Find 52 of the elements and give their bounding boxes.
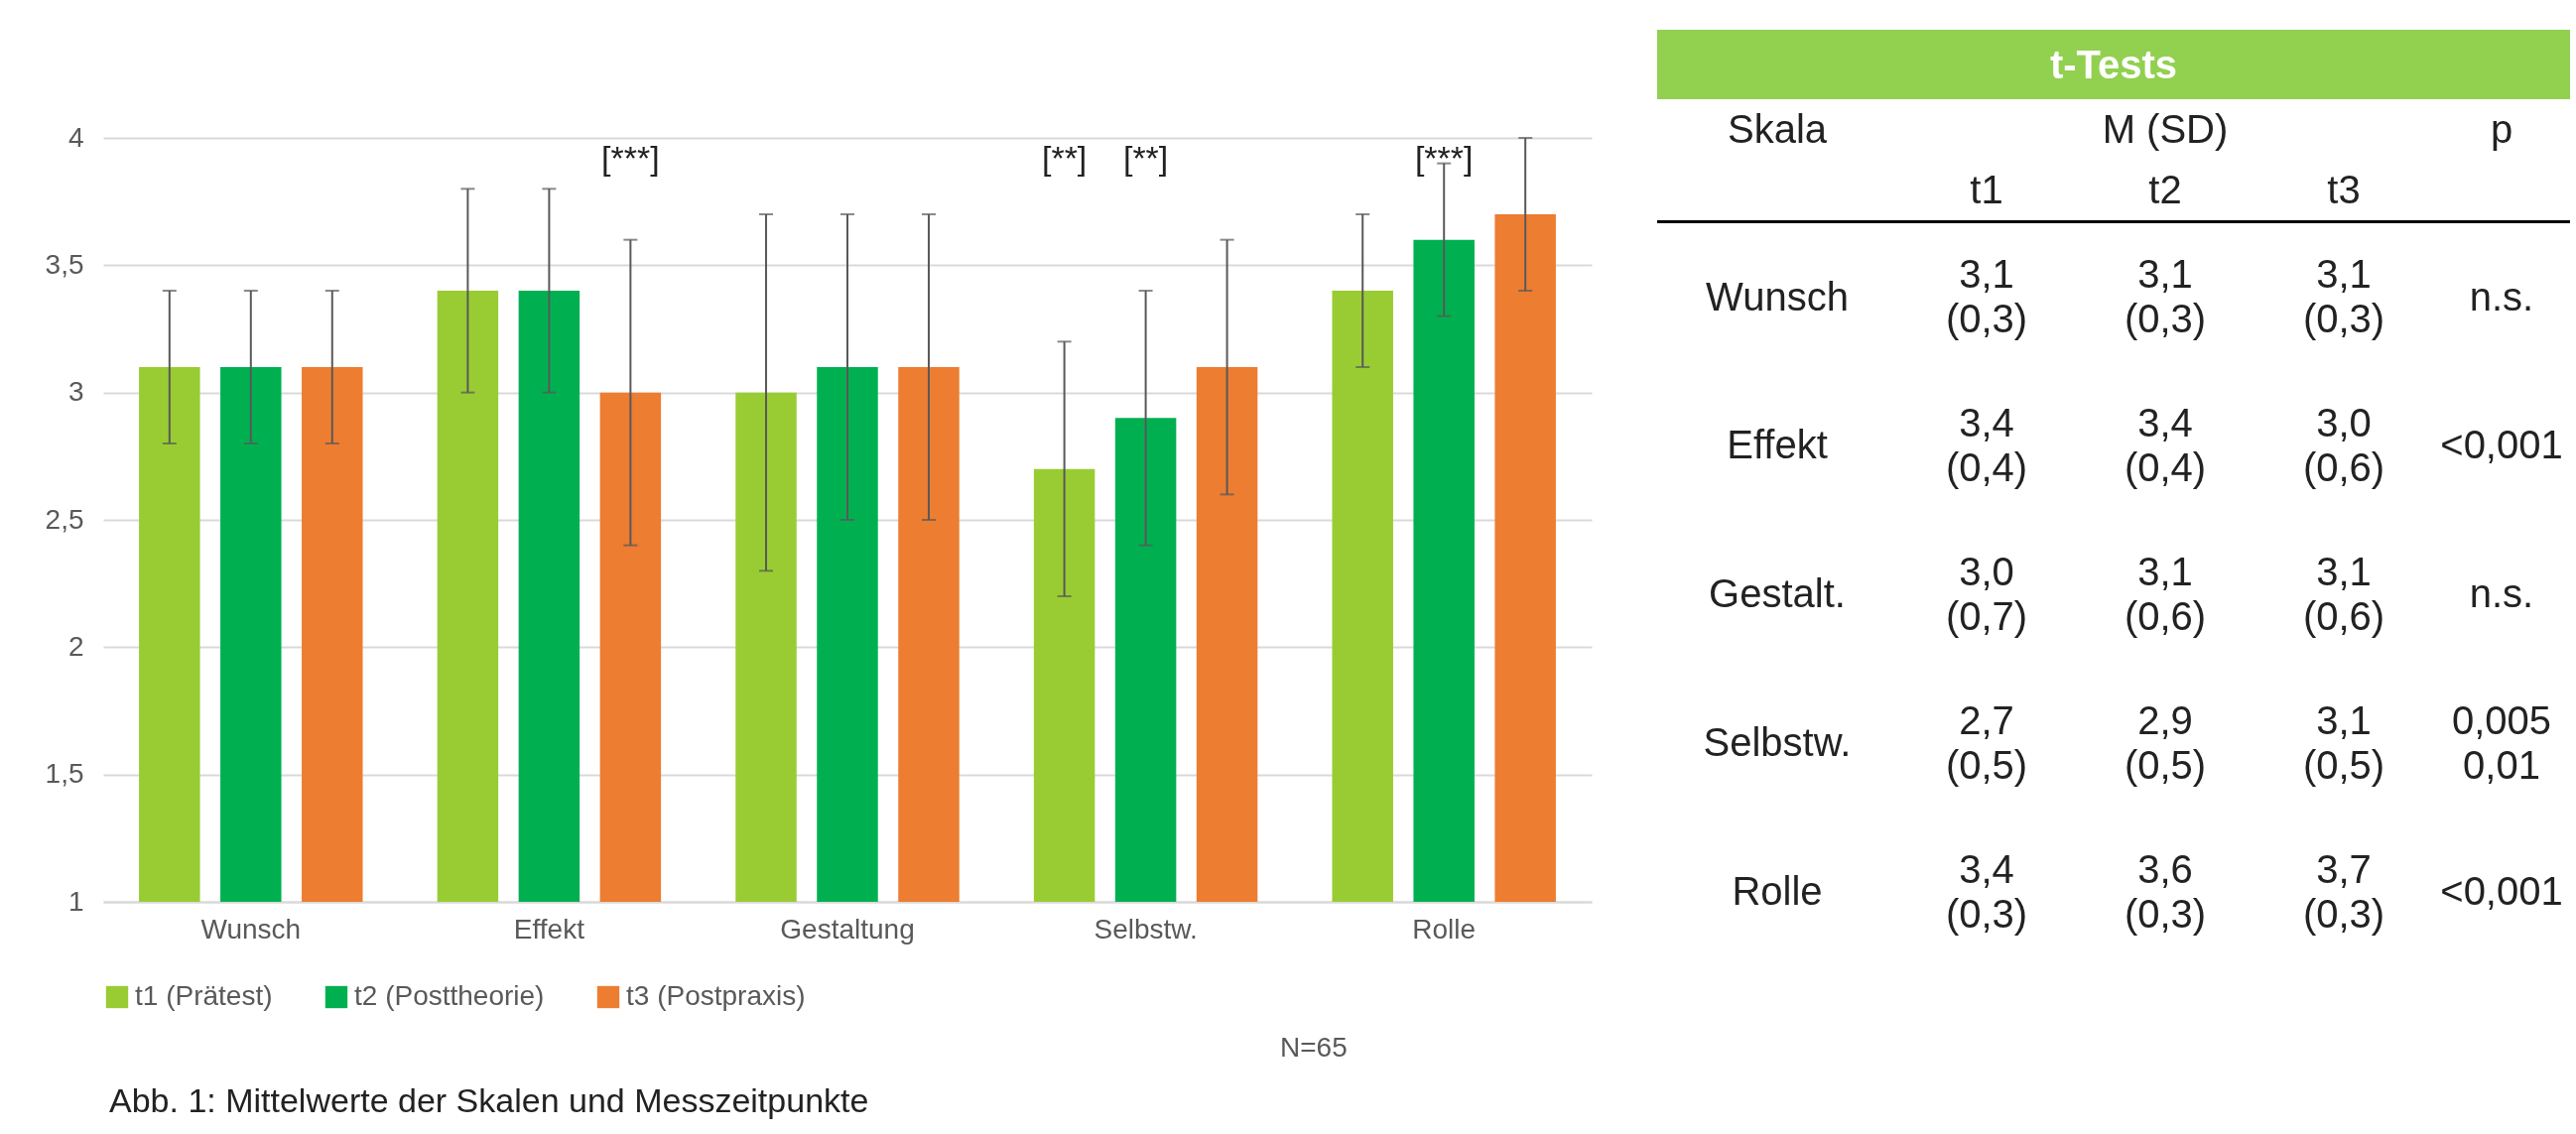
text: 3,1 (0,3) (1944, 251, 2029, 343)
text: N=65 (1280, 1032, 1348, 1064)
text: M (SD) (2101, 106, 2230, 153)
annotation: [**] (1041, 139, 1088, 177)
legend-label: t3 (Postpraxis) (626, 980, 806, 1011)
text: t3 (2254, 160, 2433, 222)
x-tick-label: Effekt (513, 913, 585, 945)
text: <0,001 (2439, 422, 2564, 468)
text: 3,1 (0,3) (2301, 251, 2386, 343)
text: Wunsch (1705, 273, 1850, 320)
annotation: [**] (1122, 139, 1169, 177)
text: 3,4 (0,4) (2123, 399, 2208, 491)
annotation: [***] (1414, 139, 1474, 177)
text: 2,7 (0,5) (1944, 696, 2029, 789)
y-tick-label: 1,5 (45, 758, 84, 790)
y-tick-label: 3,5 (45, 248, 84, 280)
text: 3,1 (0,6) (2123, 548, 2208, 640)
y-tick-label: 4 (67, 121, 84, 153)
x-tick-label: Wunsch (200, 913, 302, 945)
text: 3,4 (0,3) (1944, 845, 2029, 938)
text: 3,7 (0,3) (2301, 845, 2386, 938)
x-tick-label: Rolle (1412, 913, 1477, 945)
legend-label: t2 (Posttheorie) (354, 980, 545, 1011)
text: 3,1 (0,6) (2301, 548, 2386, 640)
text: Effekt (1726, 422, 1829, 468)
annotation: [***] (601, 139, 660, 177)
x-tick-label: Selbstw. (1094, 913, 1198, 945)
y-tick-label: 2 (67, 630, 84, 662)
text: Selbstw. (1702, 719, 1853, 766)
text: Rolle (1731, 868, 1824, 915)
y-tick-label: 3 (67, 376, 84, 408)
text: t1 (1897, 160, 2076, 222)
text: 3,1 (0,3) (2123, 251, 2208, 343)
text: 2,9 (0,5) (2123, 696, 2208, 789)
legend-label: t1 (Prätest) (135, 980, 273, 1011)
y-tick-label: 1 (67, 885, 84, 917)
text: p (2489, 106, 2514, 153)
text: 3,4 (0,4) (1944, 399, 2029, 491)
text: n.s. (2468, 273, 2535, 320)
text: n.s. (2468, 570, 2535, 617)
text: 3,0 (0,7) (1944, 548, 2029, 640)
text: Gestalt. (1708, 570, 1847, 617)
x-tick-label: Gestaltung (780, 913, 915, 945)
text: 3,1 (0,5) (2301, 696, 2386, 789)
caption: Abb. 1: Mittelwerte der Skalen und Messzeitpunkte (109, 1081, 869, 1120)
text: 0,005 0,01 (2450, 696, 2553, 789)
text: <0,001 (2439, 868, 2564, 915)
text: t2 (2076, 160, 2254, 222)
text: Skala (1726, 106, 1829, 153)
text: 3,0 (0,6) (2301, 399, 2386, 491)
text: 3,6 (0,3) (2123, 845, 2208, 938)
y-tick-label: 2,5 (45, 503, 84, 535)
